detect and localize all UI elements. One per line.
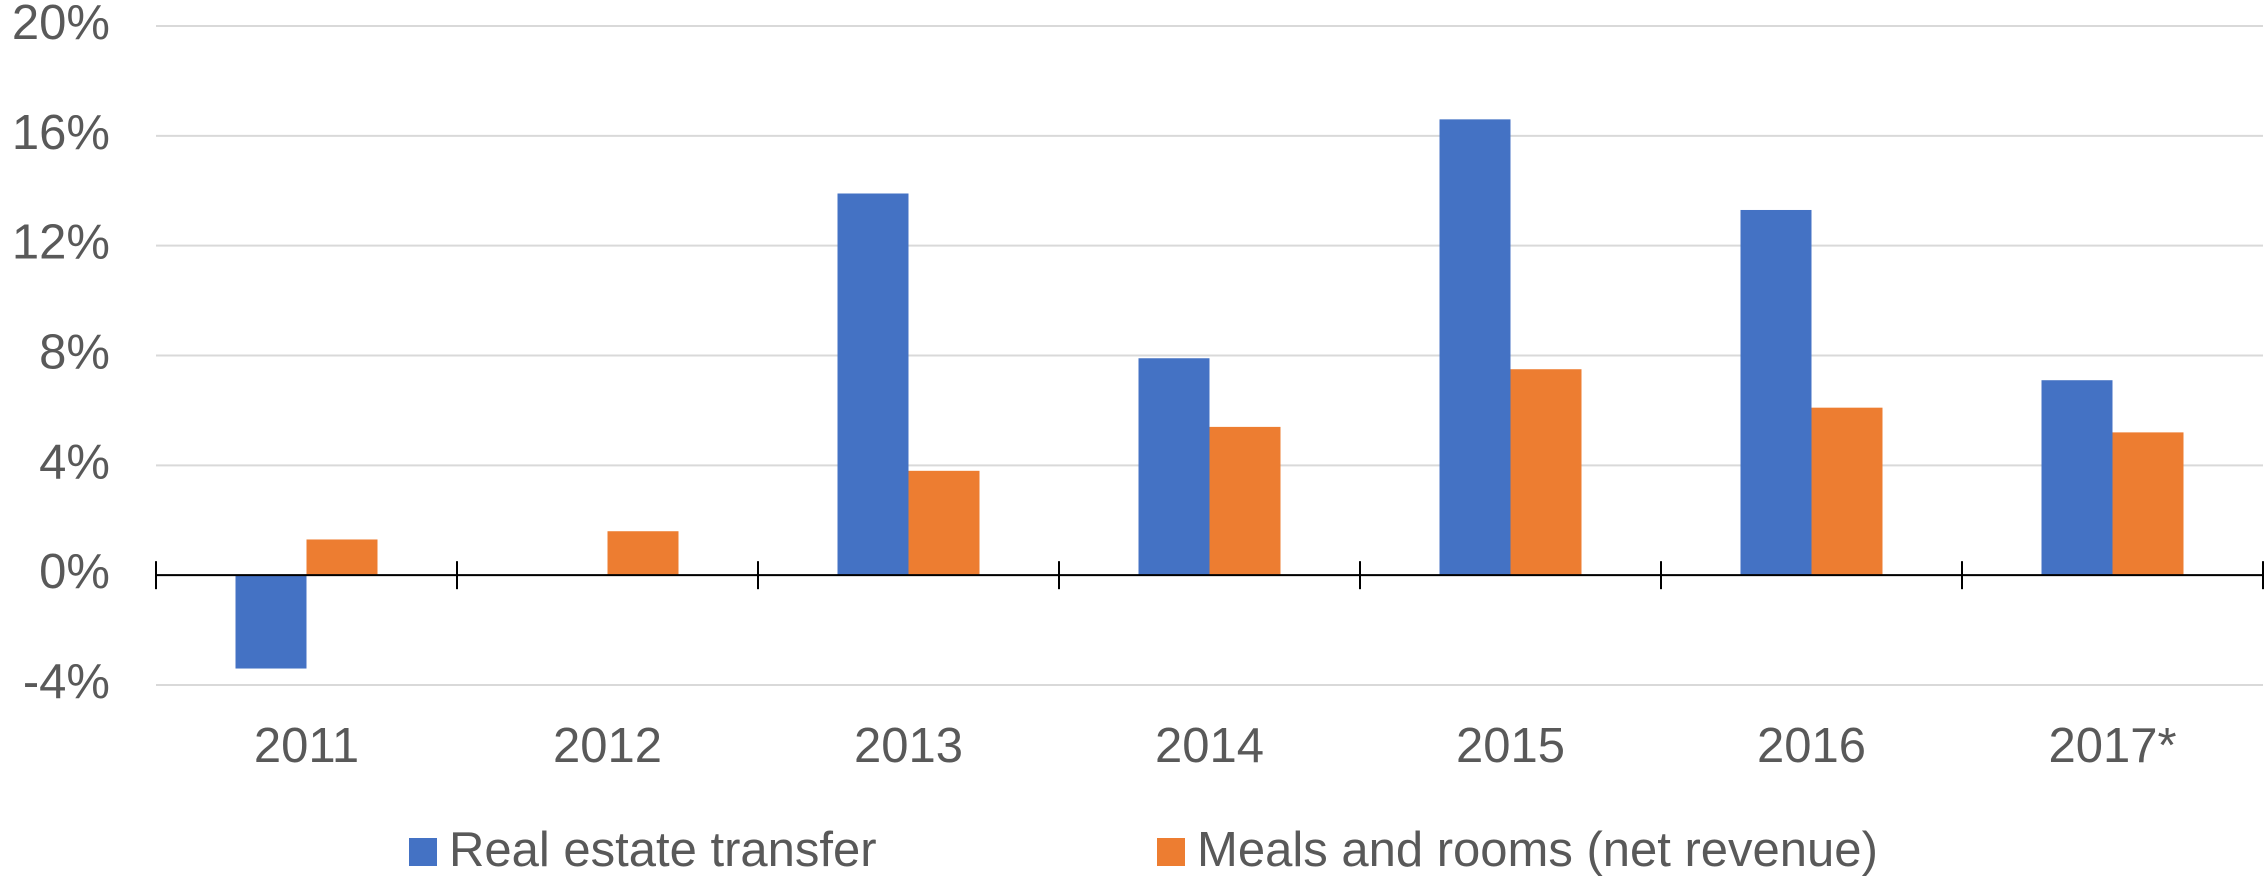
x-tick-label: 2011 xyxy=(254,719,359,773)
y-tick-label: -4% xyxy=(23,655,110,709)
y-tick-label: 4% xyxy=(39,435,110,489)
legend-swatch xyxy=(1157,838,1185,866)
bar xyxy=(2112,432,2184,576)
y-tick-label: 12% xyxy=(12,216,110,270)
bar xyxy=(1209,426,1281,576)
x-tick-label: 2014 xyxy=(1155,719,1264,773)
bar xyxy=(2041,380,2113,576)
x-tick-label: 2012 xyxy=(553,719,662,773)
bar xyxy=(908,470,980,576)
legend-label: Real estate transfer xyxy=(449,823,877,877)
x-tick-label: 2013 xyxy=(854,719,963,773)
legend-swatch xyxy=(409,838,437,866)
y-tick-label: 16% xyxy=(12,106,110,160)
x-tick-label: 2015 xyxy=(1456,719,1565,773)
legend-label: Meals and rooms (net revenue) xyxy=(1197,823,1878,877)
x-tick-label: 2016 xyxy=(1757,719,1866,773)
bar xyxy=(306,539,378,576)
bar xyxy=(235,575,307,669)
bar xyxy=(1439,119,1511,576)
bar xyxy=(1740,209,1812,576)
bar xyxy=(1138,358,1210,576)
y-tick-label: 20% xyxy=(12,0,110,50)
x-tick-label: 2017* xyxy=(2048,719,2176,773)
y-tick-label: 0% xyxy=(39,545,110,599)
bar xyxy=(837,193,909,576)
bar xyxy=(1510,369,1582,576)
bar xyxy=(607,531,679,576)
y-tick-label: 8% xyxy=(39,325,110,379)
bar xyxy=(1811,407,1883,576)
